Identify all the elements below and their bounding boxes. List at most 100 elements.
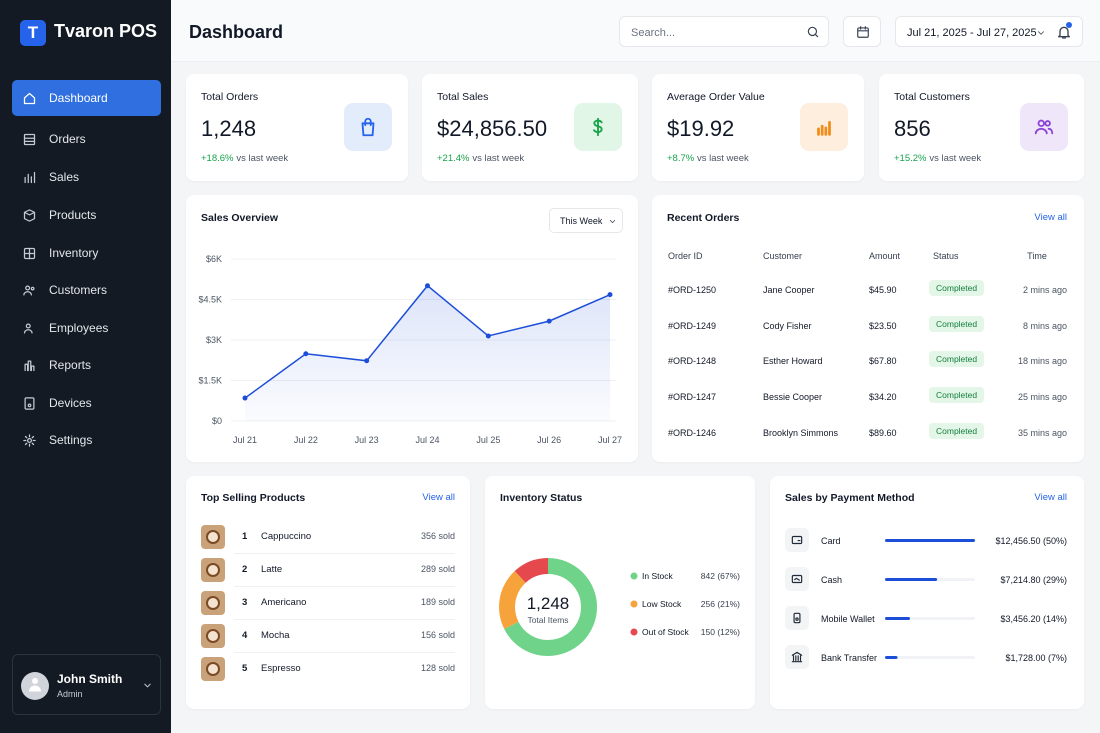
nav-label: Customers <box>49 283 108 297</box>
stat-value: $19.92 <box>667 116 735 141</box>
stat-value: 856 <box>894 116 931 141</box>
order-cell: $67.80 <box>869 356 897 367</box>
nav-item[interactable]: Inventory <box>12 235 161 271</box>
user-name: John Smith <box>57 672 123 686</box>
x-tick-label: Jul 27 <box>598 435 622 445</box>
nav-icon <box>23 92 36 105</box>
x-tick-label: Jul 23 <box>355 435 379 445</box>
product-name: Mocha <box>261 630 290 641</box>
nav-item[interactable]: Employees <box>12 310 161 346</box>
bar <box>885 539 975 542</box>
legend-label: In Stock <box>642 571 673 581</box>
donut-chart: In Stock 842 (67%) Low Stock 256 (21%) Out o… <box>499 558 740 656</box>
nav-label: Products <box>49 208 97 222</box>
order-cell: #ORD-1246 <box>668 427 717 438</box>
column-header: Time <box>1027 251 1047 261</box>
line-chart: $0 $1.5K $3K $4.5K $6K Jul 21 Jul 22 Jul 23 Jul … <box>198 254 622 445</box>
nav-item[interactable]: Settings <box>12 422 161 458</box>
nav-icon <box>24 360 35 372</box>
view-all-link[interactable]: View all <box>422 492 455 503</box>
product-sold: 156 sold <box>420 630 455 640</box>
payment-label: Card <box>821 536 841 546</box>
product-image <box>201 657 225 681</box>
payment-icon-box <box>785 567 809 591</box>
card-title: Recent Orders <box>667 212 740 224</box>
legend-value: 256 (21%) <box>701 599 740 609</box>
y-tick-label: $3K <box>206 335 222 345</box>
order-cell: #ORD-1250 <box>668 285 717 295</box>
stat-card card: Total Orders 1,248 +18.6% vs last week <box>186 74 408 181</box>
stat-icon <box>593 117 603 137</box>
stat-note: vs last week <box>236 153 289 164</box>
filter-dropdown[interactable]: This Week <box>549 208 623 233</box>
y-tick-label: $0 <box>212 416 222 426</box>
payment-icon <box>791 574 803 584</box>
stat-note: vs last week <box>472 153 525 164</box>
nav-item[interactable]: Reports <box>12 347 161 383</box>
stat-value: 1,248 <box>201 116 257 141</box>
payments-card: Sales by Payment Method View all Card $12,4… <box>770 476 1084 709</box>
order-time: 2 mins ago <box>1022 285 1067 295</box>
brand: Tvaron POS <box>54 21 158 41</box>
stat-icon <box>1034 119 1054 135</box>
stat-card card: Average Order Value $19.92 +8.7% vs last we… <box>652 74 864 181</box>
donut-segment <box>499 558 597 656</box>
nav-label: Settings <box>49 433 93 447</box>
chevron <box>144 683 151 688</box>
stat-label: Total Customers <box>894 91 970 103</box>
order-cell: #ORD-1247 <box>668 392 717 403</box>
payment-value: $1,728.00 (7%) <box>1005 653 1067 663</box>
nav-item[interactable]: Customers <box>12 272 161 308</box>
point <box>242 395 248 401</box>
order-cell: $23.50 <box>869 320 897 331</box>
date-range[interactable]: Jul 21, 2025 - Jul 27, 2025 <box>895 16 1083 47</box>
user-card[interactable]: John Smith Admin <box>12 654 161 715</box>
nav-label: Employees <box>49 321 109 335</box>
product-name: Americano <box>261 597 307 608</box>
order-cell: Jane Cooper <box>763 285 815 295</box>
order-time: 18 mins ago <box>1017 356 1067 367</box>
legend-dot <box>630 600 638 608</box>
stat-note: vs last week <box>697 153 749 164</box>
legend-value: 150 (12%) <box>701 627 740 637</box>
cup <box>206 662 220 676</box>
legend-dot <box>630 572 638 580</box>
point <box>485 333 491 339</box>
nav-item[interactable]: Sales <box>12 159 161 195</box>
nav-label: Orders <box>49 132 86 146</box>
x-tick-label: Jul 22 <box>294 435 318 445</box>
stat-icon-box <box>574 103 622 151</box>
product-image <box>201 525 225 549</box>
product-rank: 1 <box>242 531 248 542</box>
nav-item[interactable]: Products <box>12 197 161 233</box>
search[interactable]: Search... <box>619 16 829 47</box>
nav-item[interactable]: Dashboard <box>12 80 161 116</box>
payment-icon-box <box>785 645 809 669</box>
row-divider <box>234 619 455 620</box>
view-all-link[interactable]: View all <box>1034 492 1067 503</box>
product-name: Latte <box>261 564 283 575</box>
product-sold: 289 sold <box>420 564 455 574</box>
product-sold: 356 sold <box>420 531 455 541</box>
calendar-button[interactable] <box>843 16 881 47</box>
order-time: 25 mins ago <box>1017 392 1067 403</box>
x-tick-label: Jul 25 <box>476 435 500 445</box>
column-header: Customer <box>763 251 803 261</box>
point <box>364 358 370 364</box>
bar <box>885 578 938 581</box>
point <box>607 292 613 298</box>
area <box>245 285 610 421</box>
legend-label: Low Stock <box>642 599 682 609</box>
nav-item[interactable]: Devices <box>12 385 161 421</box>
payment-value: $12,456.50 (50%) <box>995 536 1067 546</box>
payment-label: Bank Transfer <box>821 653 877 663</box>
bell-icon <box>1058 26 1070 39</box>
x-tick-label: Jul 24 <box>415 435 439 445</box>
view-all-link[interactable]: View all <box>1034 212 1067 223</box>
product-rank: 2 <box>242 564 248 575</box>
stat-label: Average Order Value <box>667 91 765 103</box>
top-products-card: Top Selling Products View all 1 Cappuccino 3… <box>186 476 470 709</box>
order-time: 35 mins ago <box>1017 427 1067 438</box>
payment-icon <box>791 651 803 663</box>
nav-item[interactable]: Orders <box>12 121 161 157</box>
